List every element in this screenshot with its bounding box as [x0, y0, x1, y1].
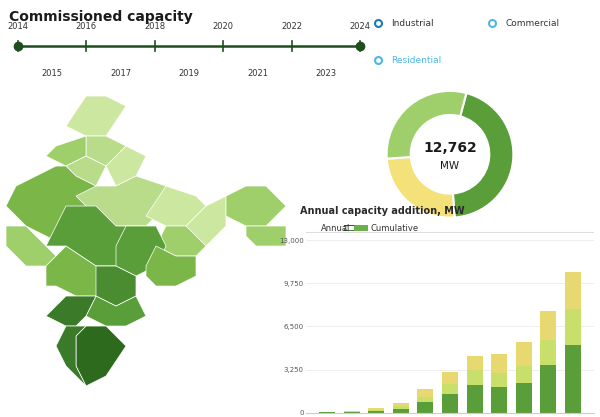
Text: 2022: 2022 — [281, 22, 302, 31]
Text: MW: MW — [440, 161, 460, 171]
Polygon shape — [116, 226, 166, 276]
FancyBboxPatch shape — [341, 224, 371, 232]
Text: 2019: 2019 — [179, 69, 199, 78]
Polygon shape — [6, 166, 96, 246]
FancyBboxPatch shape — [354, 225, 370, 231]
Polygon shape — [46, 206, 156, 266]
Bar — [368, 411, 384, 413]
Polygon shape — [86, 296, 146, 326]
Polygon shape — [146, 246, 196, 286]
Bar — [467, 385, 482, 413]
Bar — [541, 311, 556, 340]
Polygon shape — [156, 226, 206, 256]
Bar — [393, 409, 409, 413]
Text: 2014: 2014 — [7, 22, 29, 31]
Bar — [467, 356, 482, 370]
Wedge shape — [387, 157, 455, 218]
Wedge shape — [453, 93, 514, 218]
Text: 12,762: 12,762 — [423, 141, 477, 155]
Polygon shape — [76, 176, 166, 226]
Bar — [565, 272, 581, 309]
Text: 2023: 2023 — [315, 69, 337, 78]
Text: Annual capacity addition, MW: Annual capacity addition, MW — [300, 206, 465, 216]
Polygon shape — [66, 156, 106, 186]
Circle shape — [343, 226, 359, 230]
Bar — [442, 372, 458, 384]
Polygon shape — [106, 146, 146, 186]
Bar — [467, 370, 482, 385]
Bar — [516, 342, 532, 367]
Polygon shape — [86, 136, 126, 166]
Bar — [393, 403, 409, 406]
Polygon shape — [226, 186, 286, 226]
Bar — [418, 397, 433, 402]
Bar — [565, 346, 581, 413]
Text: Annual: Annual — [321, 224, 350, 233]
Text: 2015: 2015 — [41, 69, 62, 78]
Text: Residential: Residential — [391, 55, 442, 65]
Polygon shape — [146, 186, 206, 226]
Polygon shape — [186, 196, 226, 246]
Text: Commissioned capacity: Commissioned capacity — [9, 10, 193, 24]
Wedge shape — [386, 91, 466, 158]
Bar — [368, 408, 384, 409]
Bar — [491, 354, 507, 373]
Text: Industrial: Industrial — [391, 19, 434, 28]
Bar — [516, 383, 532, 413]
Text: Cumulative: Cumulative — [371, 224, 419, 233]
Bar — [516, 367, 532, 383]
Polygon shape — [76, 326, 126, 386]
Bar — [393, 406, 409, 409]
Bar — [418, 389, 433, 397]
Polygon shape — [96, 266, 136, 306]
Text: 2018: 2018 — [144, 22, 166, 31]
Bar — [541, 365, 556, 413]
Bar — [541, 340, 556, 365]
Text: Commercial: Commercial — [505, 19, 559, 28]
Polygon shape — [66, 96, 126, 136]
Bar — [491, 387, 507, 413]
Bar — [565, 309, 581, 346]
Text: 2021: 2021 — [247, 69, 268, 78]
Polygon shape — [46, 136, 86, 166]
Polygon shape — [56, 326, 86, 386]
Bar — [344, 411, 359, 412]
Text: 2016: 2016 — [76, 22, 97, 31]
Polygon shape — [56, 306, 66, 316]
Polygon shape — [46, 296, 96, 326]
Text: 2024: 2024 — [349, 22, 371, 31]
Bar — [344, 412, 359, 413]
Bar — [418, 402, 433, 413]
Bar — [491, 373, 507, 387]
Text: 2020: 2020 — [212, 22, 234, 31]
Polygon shape — [246, 226, 286, 246]
Text: 2017: 2017 — [110, 69, 131, 78]
Polygon shape — [6, 226, 56, 266]
Bar — [368, 409, 384, 411]
Bar — [442, 394, 458, 413]
Bar — [442, 384, 458, 394]
Polygon shape — [46, 246, 116, 296]
